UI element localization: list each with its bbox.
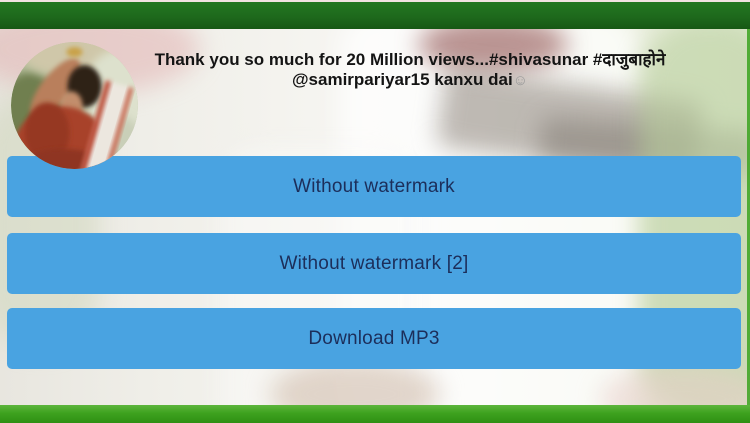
video-title-line1: Thank you so much for 20 Million views..…: [154, 50, 666, 69]
video-title: Thank you so much for 20 Million views..…: [130, 50, 690, 91]
right-edge-strip: [747, 29, 750, 405]
smiley-emoji: ☺: [512, 72, 529, 89]
top-accent-line: [0, 0, 750, 2]
avatar-image: [11, 42, 138, 169]
uploader-avatar: [11, 42, 138, 169]
bg-blob: [418, 29, 568, 72]
download-without-watermark-button[interactable]: Without watermark: [7, 156, 741, 217]
download-without-watermark-2-button[interactable]: Without watermark [2]: [7, 233, 741, 294]
download-mp3-button[interactable]: Download MP3: [7, 308, 741, 369]
video-title-line2: @samirpariyar15 kanxu dai☺: [291, 70, 529, 89]
bottom-bar: [0, 405, 750, 423]
top-bar: [0, 2, 750, 29]
